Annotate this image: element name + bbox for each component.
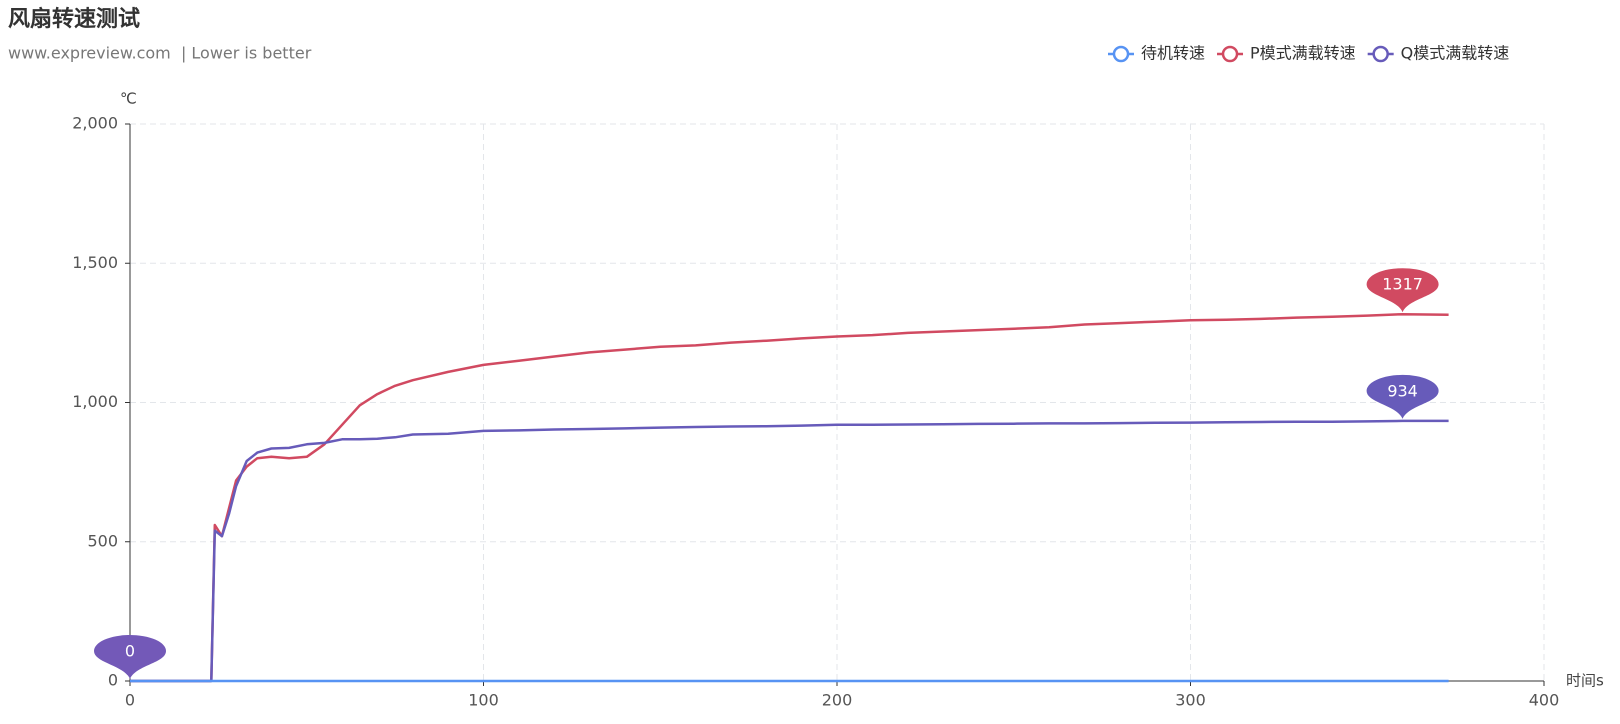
pin-label: 934 — [1387, 381, 1418, 400]
chart-title: 风扇转速测试 — [8, 6, 140, 32]
legend-icon — [1112, 45, 1130, 63]
legend-label: 待机转速 — [1141, 44, 1205, 63]
legend-label: Q模式满载转速 — [1401, 44, 1510, 63]
y-tick-label: 500 — [87, 531, 118, 550]
max-pin — [1366, 268, 1439, 313]
y-axis-name: ℃ — [120, 90, 137, 108]
x-tick-label: 300 — [1175, 691, 1206, 710]
pin-label: 1317 — [1382, 275, 1423, 294]
y-tick-label: 1,500 — [72, 253, 118, 272]
max-pin — [1366, 374, 1439, 419]
max-pin — [94, 635, 166, 679]
chart-subtitle: www.expreview.com | Lower is better — [8, 44, 312, 63]
pin-label: 0 — [125, 642, 135, 661]
legend-icon — [1372, 45, 1389, 63]
x-axis-name: 时间s — [1566, 672, 1604, 690]
y-tick-label: 2,000 — [72, 114, 118, 133]
x-tick-label: 100 — [468, 691, 499, 710]
series-line — [130, 419, 1449, 683]
legend-item[interactable]: 待机转速 — [1108, 44, 1205, 63]
series-line — [130, 312, 1449, 683]
x-tick-label: 400 — [1529, 691, 1560, 710]
legend-item[interactable]: P模式满载转速 — [1217, 44, 1356, 63]
legend-item[interactable]: Q模式满载转速 — [1367, 44, 1510, 63]
y-tick-label: 1,000 — [72, 392, 118, 411]
legend-label: P模式满载转速 — [1250, 44, 1356, 63]
x-tick-label: 200 — [822, 691, 853, 710]
x-tick-label: 0 — [125, 691, 135, 710]
y-tick-label: 0 — [108, 671, 118, 690]
legend-icon — [1221, 45, 1239, 63]
